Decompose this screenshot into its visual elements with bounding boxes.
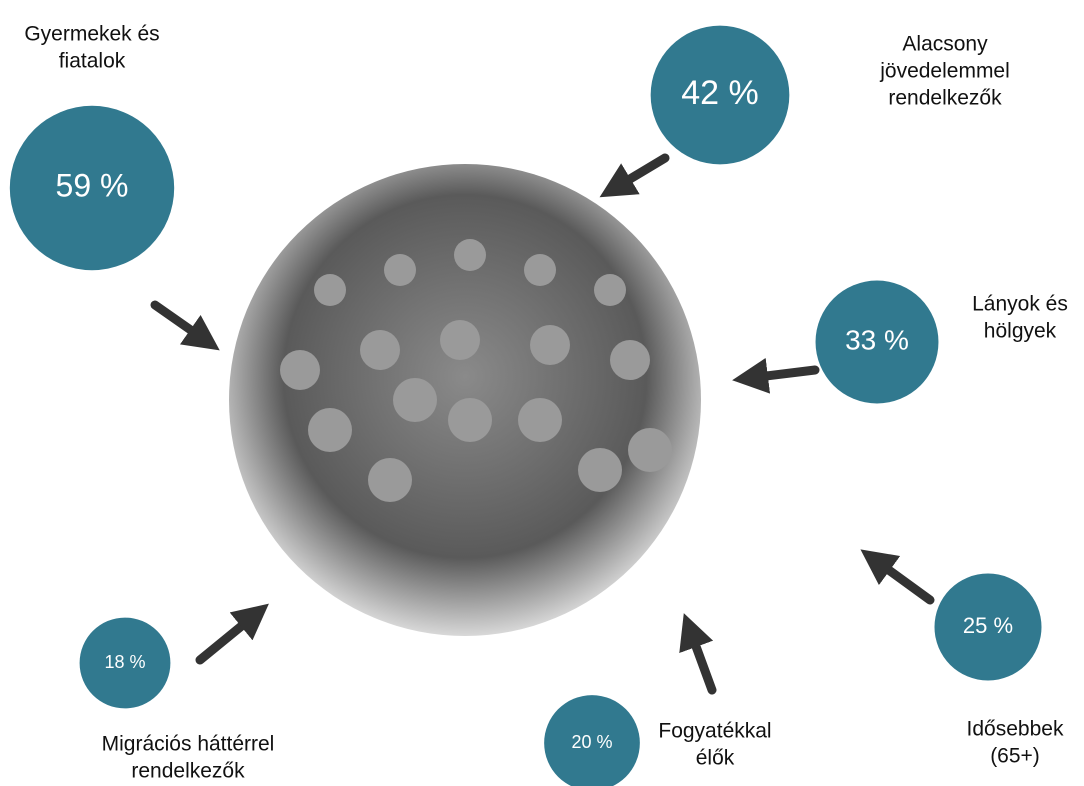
bubble-label: élők [696,747,735,770]
bubble [934,573,1042,681]
bubble-value: 25 % [963,613,1013,638]
bubble-value: 20 % [571,732,612,752]
bubble-label: rendelkezők [888,87,1002,110]
bubble-label: Gyermekek és [24,23,159,46]
bubble-value: 59 % [56,167,129,203]
bubble-label: (65+) [990,745,1040,768]
bubble [79,617,171,709]
bubble-label: Lányok és [972,293,1068,316]
bubble-label: rendelkezők [131,760,245,783]
bubble-label: Idősebbek [967,718,1064,741]
bubble-label: Alacsony [902,33,988,56]
bubble-value: 42 % [681,74,759,112]
bubble-value: 18 % [104,652,145,672]
bubble-value: 33 % [845,324,909,355]
bubble [9,105,175,271]
bubble-label: fiatalok [59,50,126,73]
bubble-label: Migrációs háttérrel [102,733,275,756]
bubble-label: Fogyatékkal [658,720,771,743]
bubble [650,25,790,165]
crowd-silhouettes [280,239,672,502]
arrows [150,153,935,695]
bubble-label: jövedelemmel [879,60,1010,83]
bubble [815,280,939,404]
bubble [544,695,640,786]
bubble-label: hölgyek [984,320,1057,343]
